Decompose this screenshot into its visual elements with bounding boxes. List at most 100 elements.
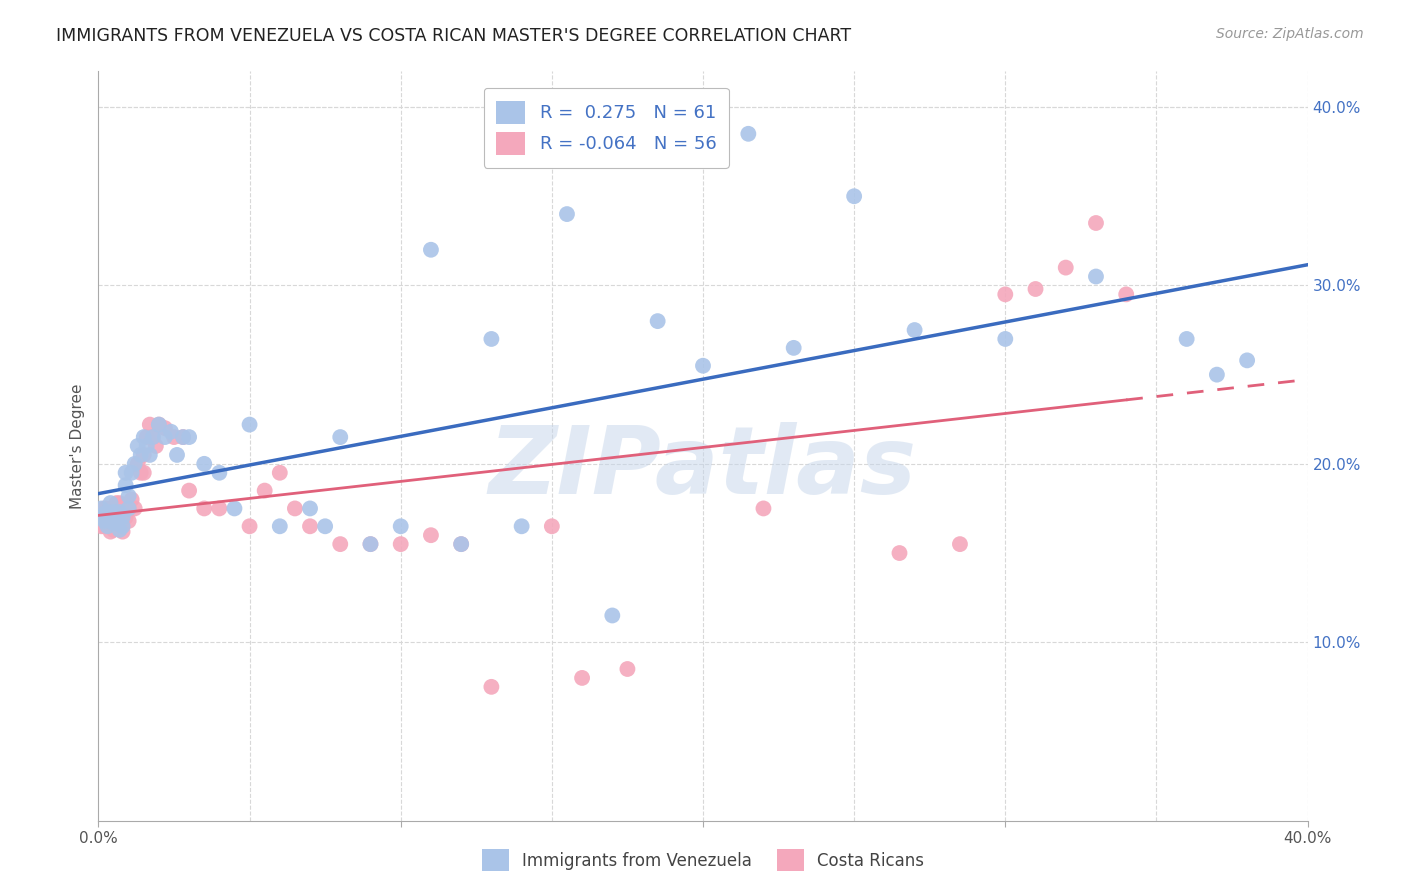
Point [239, 519, 262, 533]
Text: Source: ZipAtlas.com: Source: ZipAtlas.com [1216, 27, 1364, 41]
Point [208, 501, 231, 516]
Point [360, 537, 382, 551]
Point [135, 439, 157, 453]
Point [994, 332, 1017, 346]
Point [103, 505, 125, 519]
Point [132, 466, 155, 480]
Point [93, 519, 115, 533]
Point [93, 507, 115, 521]
Y-axis label: Master's Degree: Master's Degree [69, 384, 84, 508]
Point [844, 189, 866, 203]
Point [172, 430, 194, 444]
Point [105, 507, 128, 521]
Point [103, 516, 125, 530]
Point [108, 496, 131, 510]
Point [193, 501, 215, 516]
Point [1236, 353, 1258, 368]
Point [96, 514, 118, 528]
Point [389, 537, 412, 551]
Point [96, 501, 118, 516]
Point [105, 496, 128, 510]
Point [904, 323, 927, 337]
Point [111, 510, 134, 524]
Point [90, 507, 112, 521]
Point [121, 466, 143, 480]
Point [90, 501, 112, 516]
Point [1085, 216, 1108, 230]
Point [692, 359, 714, 373]
Point [193, 457, 215, 471]
Point [420, 243, 443, 257]
Point [360, 537, 382, 551]
Point [108, 523, 131, 537]
Point [90, 519, 112, 533]
Point [450, 537, 472, 551]
Point [179, 483, 201, 498]
Point [148, 417, 170, 432]
Point [105, 514, 128, 528]
Point [118, 501, 141, 516]
Point [118, 514, 141, 528]
Point [124, 501, 146, 516]
Text: ZIPatlas: ZIPatlas [489, 423, 917, 515]
Point [111, 524, 134, 539]
Point [314, 519, 336, 533]
Point [148, 417, 170, 432]
Point [96, 505, 118, 519]
Point [571, 671, 593, 685]
Point [166, 448, 188, 462]
Point [602, 608, 624, 623]
Point [555, 207, 578, 221]
Point [127, 457, 149, 471]
Point [90, 510, 112, 524]
Point [114, 510, 136, 524]
Point [420, 528, 443, 542]
Point [100, 514, 122, 528]
Point [269, 466, 291, 480]
Point [329, 430, 352, 444]
Point [163, 430, 186, 444]
Point [269, 519, 291, 533]
Point [616, 662, 638, 676]
Point [96, 519, 118, 533]
Point [253, 483, 276, 498]
Point [100, 496, 122, 510]
Point [139, 448, 162, 462]
Legend: Immigrants from Venezuela, Costa Ricans: Immigrants from Venezuela, Costa Ricans [474, 841, 932, 880]
Point [1054, 260, 1077, 275]
Point [129, 466, 152, 480]
Legend: R =  0.275   N = 61, R = -0.064   N = 56: R = 0.275 N = 61, R = -0.064 N = 56 [484, 88, 728, 168]
Point [299, 519, 322, 533]
Point [114, 466, 136, 480]
Point [208, 466, 231, 480]
Point [118, 501, 141, 516]
Point [1085, 269, 1108, 284]
Point [114, 478, 136, 492]
Point [93, 501, 115, 516]
Point [1024, 282, 1046, 296]
Point [153, 421, 176, 435]
Point [103, 514, 125, 528]
Point [132, 430, 155, 444]
Point [129, 448, 152, 462]
Point [172, 430, 194, 444]
Point [224, 501, 246, 516]
Point [540, 519, 562, 533]
Point [1175, 332, 1198, 346]
Point [1206, 368, 1229, 382]
Point [121, 492, 143, 507]
Point [139, 417, 162, 432]
Point [142, 430, 165, 444]
Text: IMMIGRANTS FROM VENEZUELA VS COSTA RICAN MASTER'S DEGREE CORRELATION CHART: IMMIGRANTS FROM VENEZUELA VS COSTA RICAN… [56, 27, 852, 45]
Point [100, 514, 122, 528]
Point [299, 501, 322, 516]
Point [949, 537, 972, 551]
Point [481, 680, 503, 694]
Point [737, 127, 759, 141]
Point [127, 439, 149, 453]
Point [389, 519, 412, 533]
Point [783, 341, 806, 355]
Point [118, 489, 141, 503]
Point [145, 439, 167, 453]
Point [153, 430, 176, 444]
